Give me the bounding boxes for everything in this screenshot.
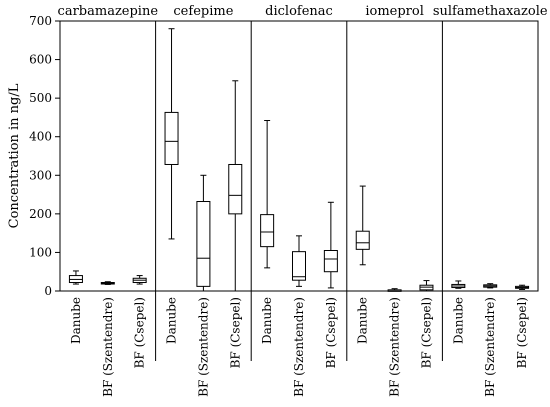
category-label: BF (Szentendre) xyxy=(483,297,497,397)
box-diclofenac-1 xyxy=(292,235,306,287)
x-axis-labels: Danube BF (Szentendre) BF (Csepel) Danube BF… xyxy=(69,297,529,397)
box-iqr xyxy=(164,111,179,165)
box-iqr xyxy=(260,214,275,248)
box-iqr xyxy=(323,250,338,273)
box-iomeprol-0 xyxy=(355,185,370,266)
boxes xyxy=(68,28,530,292)
category-label: BF (Csepel) xyxy=(133,297,147,368)
box-iqr xyxy=(228,163,243,215)
y-tick-label: 300 xyxy=(29,168,52,182)
box-iqr xyxy=(292,251,306,281)
box-cefepime-2 xyxy=(228,80,243,292)
panel-title: carbamazepine xyxy=(58,4,159,19)
plot-frame xyxy=(59,20,539,292)
y-axis: 0 100 200 300 400 500 600 700 xyxy=(29,14,60,298)
panel-title: diclofenac xyxy=(265,4,333,19)
box-carbamazepine-1 xyxy=(100,281,115,285)
category-label: Danube xyxy=(69,297,83,344)
category-label: Danube xyxy=(451,297,465,344)
category-label: BF (Szentendre) xyxy=(388,297,402,397)
panel-titles: carbamazepine cefepime diclofenac iomeprol s… xyxy=(58,4,548,19)
box-diclofenac-0 xyxy=(260,120,275,269)
category-label: Danube xyxy=(260,297,274,344)
y-tick-label: 700 xyxy=(29,14,52,28)
box-iqr xyxy=(355,230,370,250)
y-tick-label: 200 xyxy=(29,207,52,221)
box-diclofenac-2 xyxy=(323,201,338,289)
panel-title: sulfamethaxazole xyxy=(433,4,548,19)
y-axis-title: Concentration in ng/L xyxy=(7,83,22,228)
y-tick-label: 500 xyxy=(29,91,52,105)
box-sulfamethaxazole-2 xyxy=(515,284,530,290)
box-iomeprol-2 xyxy=(419,280,434,292)
box-iqr xyxy=(196,201,211,287)
category-label: Danube xyxy=(356,297,370,344)
box-cefepime-1 xyxy=(196,174,211,292)
category-label: BF (Szentendre) xyxy=(101,297,115,397)
category-label: BF (Szentendre) xyxy=(196,297,210,397)
y-tick-label: 100 xyxy=(29,245,52,259)
y-tick-label: 0 xyxy=(44,284,52,298)
box-cefepime-0 xyxy=(164,28,179,240)
box-carbamazepine-2 xyxy=(132,275,147,285)
category-label: Danube xyxy=(165,297,179,344)
panel-title: cefepime xyxy=(173,4,233,19)
box-iomeprol-1 xyxy=(387,288,402,292)
panel-dividers xyxy=(155,21,443,361)
category-label: BF (Csepel) xyxy=(228,297,242,368)
box-sulfamethaxazole-1 xyxy=(483,283,498,289)
y-tick-label: 600 xyxy=(29,53,52,67)
category-label: BF (Csepel) xyxy=(324,297,338,368)
category-label: BF (Szentendre) xyxy=(292,297,306,397)
category-label: BF (Csepel) xyxy=(515,297,529,368)
category-label: BF (Csepel) xyxy=(419,297,433,368)
y-tick-label: 400 xyxy=(29,130,52,144)
box-sulfamethaxazole-0 xyxy=(451,280,466,289)
panel-title: iomeprol xyxy=(365,4,424,19)
box-carbamazepine-0 xyxy=(68,270,83,285)
